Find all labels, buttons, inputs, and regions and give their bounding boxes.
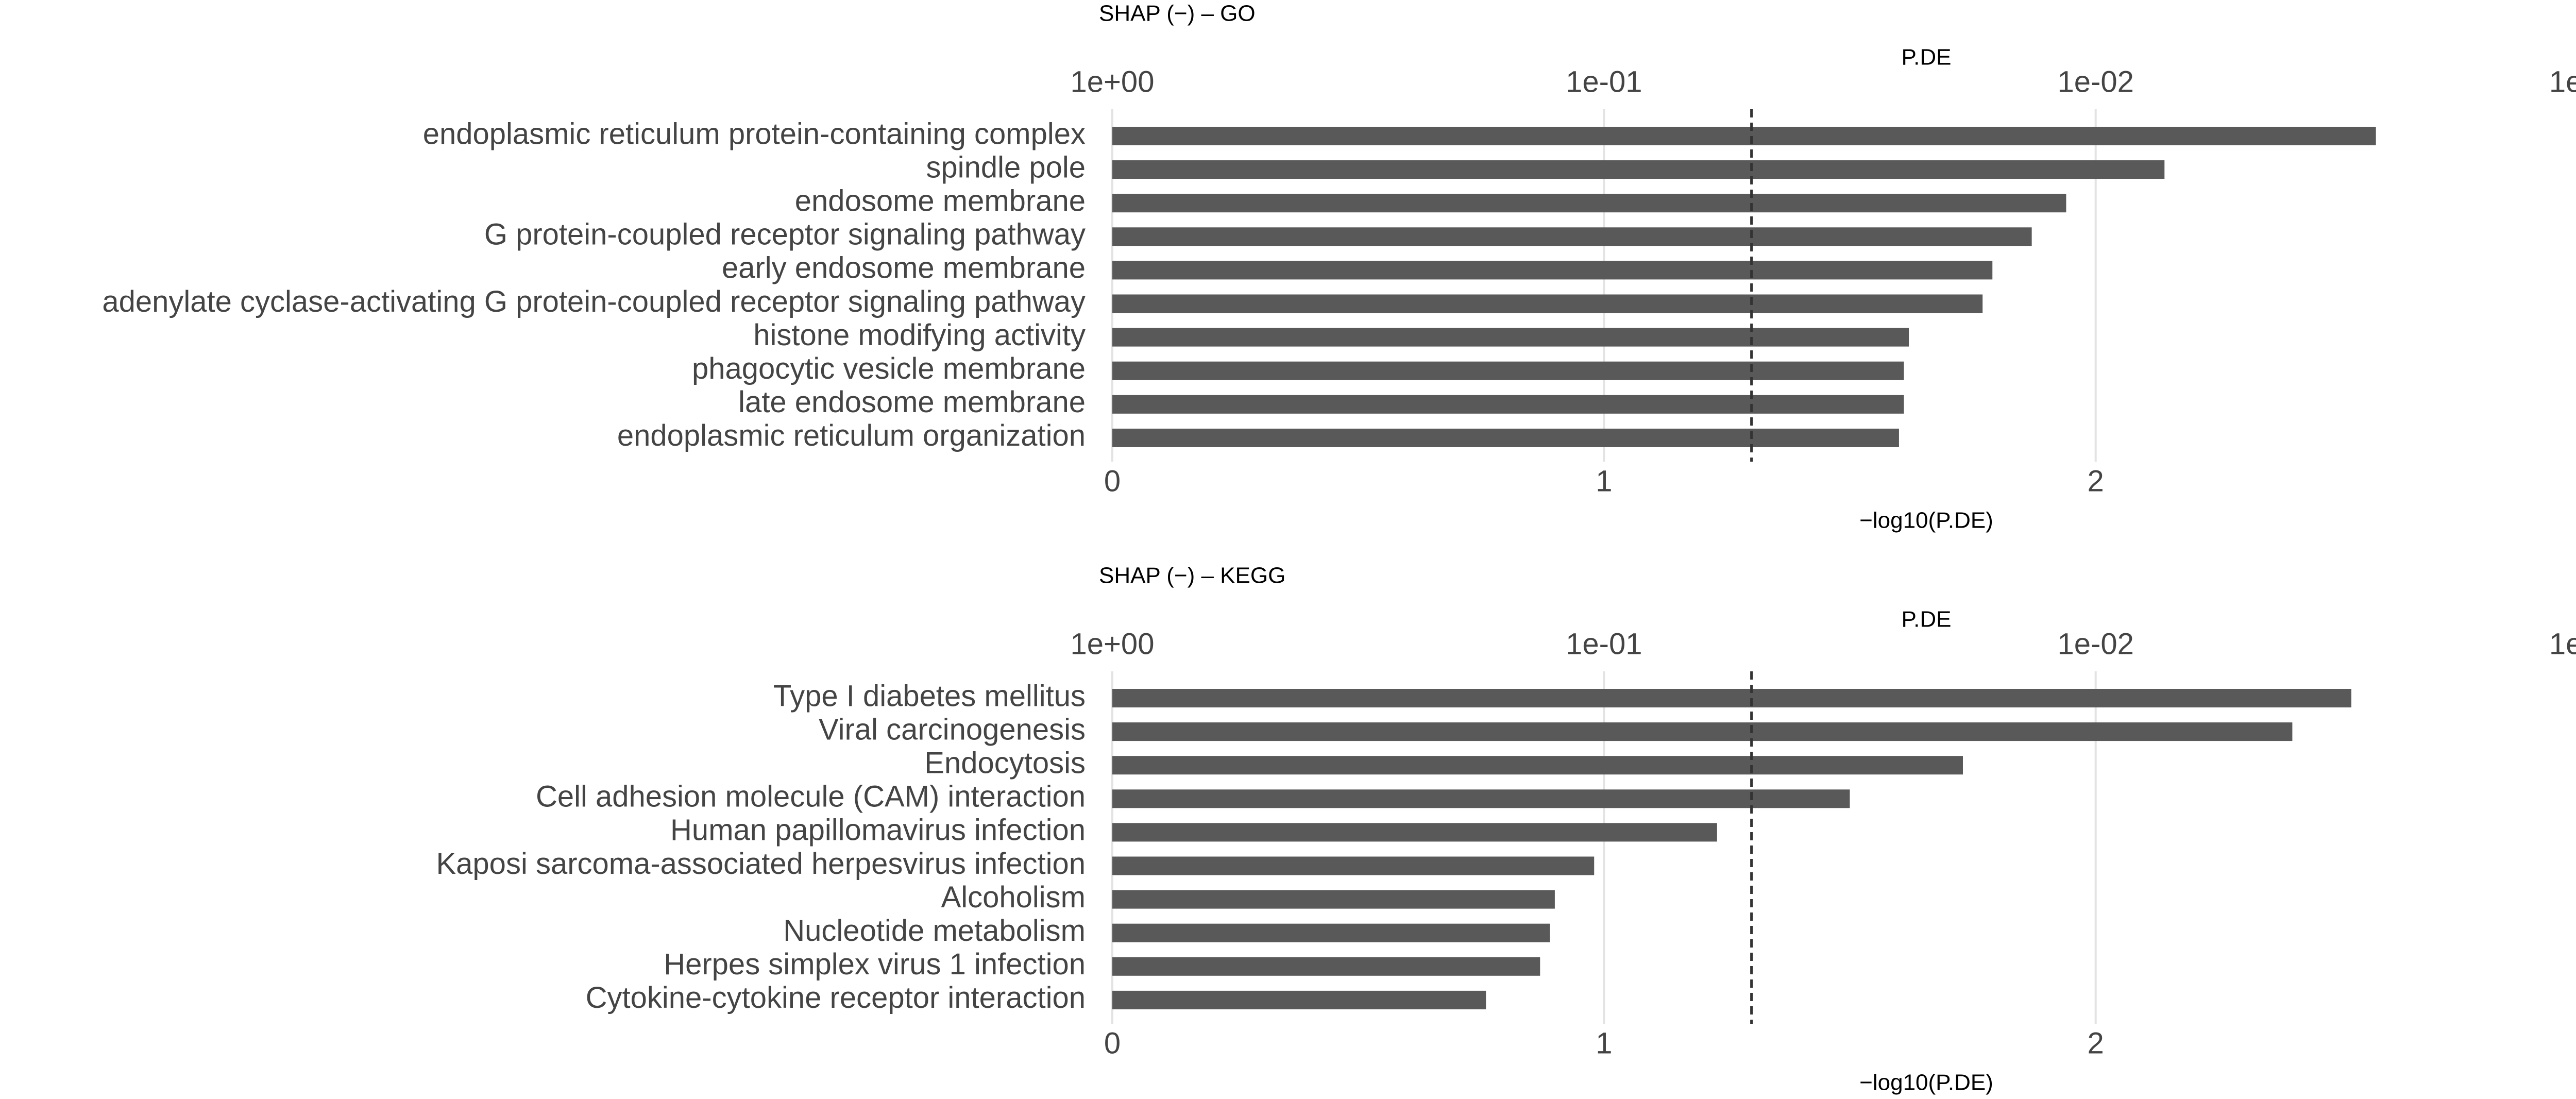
category-label: Viral carcinogenesis <box>819 713 1086 746</box>
bar <box>1112 361 1904 380</box>
x2-tick-label: 1e-01 <box>1566 65 1642 98</box>
bar <box>1112 227 2032 246</box>
bar <box>1112 428 1899 447</box>
category-label: Cytokine-cytokine receptor interaction <box>586 981 1086 1015</box>
x2-tick-label: 1e-03 <box>2549 65 2576 98</box>
x-tick-label: 2 <box>2088 464 2104 498</box>
x-axis-label: −log10(P.DE) <box>1859 1070 1993 1095</box>
category-label: G protein-coupled receptor signaling pat… <box>484 218 1086 251</box>
bar <box>1112 395 1904 414</box>
x-tick-label: 0 <box>1104 1026 1121 1060</box>
category-label: phagocytic vesicle membrane <box>692 352 1086 385</box>
category-label: Alcoholism <box>941 881 1086 914</box>
category-label: late endosome membrane <box>738 385 1086 419</box>
bar <box>1112 261 1993 280</box>
chart-title: SHAP (−) – KEGG <box>1099 563 1285 588</box>
bar <box>1112 856 1595 875</box>
x2-tick-label: 1e+00 <box>1071 65 1155 98</box>
bar <box>1112 127 2376 145</box>
bar <box>1112 923 1550 942</box>
category-label: endoplasmic reticulum organization <box>617 419 1086 452</box>
x-tick-label: 1 <box>1596 464 1612 498</box>
bar <box>1112 722 2293 741</box>
x2-axis-label: P.DE <box>1901 45 1951 70</box>
category-label: Type I diabetes mellitus <box>773 679 1086 713</box>
x2-axis-label: P.DE <box>1901 607 1951 632</box>
bar <box>1112 890 1555 909</box>
category-label: endoplasmic reticulum protein-containing… <box>423 117 1086 150</box>
category-label: Endocytosis <box>924 747 1086 780</box>
x-axis-label: −log10(P.DE) <box>1859 508 1993 533</box>
bar <box>1112 957 1540 976</box>
bar <box>1112 789 1850 808</box>
category-label: Nucleotide metabolism <box>783 914 1086 948</box>
category-label: adenylate cyclase-activating G protein-c… <box>102 285 1086 318</box>
bar <box>1112 160 2165 179</box>
category-label: early endosome membrane <box>722 251 1086 285</box>
bar <box>1112 990 1486 1009</box>
bar <box>1112 689 2351 707</box>
category-label: histone modifying activity <box>753 318 1086 352</box>
x2-tick-label: 1e+00 <box>1071 627 1155 661</box>
category-label: Human papillomavirus infection <box>670 814 1086 847</box>
x2-tick-label: 1e-02 <box>2057 65 2133 98</box>
x2-tick-label: 1e-01 <box>1566 627 1642 661</box>
bar <box>1112 294 1983 313</box>
x-tick-label: 0 <box>1104 464 1121 498</box>
bar <box>1112 823 1717 842</box>
category-label: Kaposi sarcoma-associated herpesvirus in… <box>436 847 1086 881</box>
category-label: Herpes simplex virus 1 infection <box>664 948 1086 981</box>
category-label: Cell adhesion molecule (CAM) interaction <box>536 780 1086 814</box>
chart-title: SHAP (−) – GO <box>1099 1 1256 26</box>
x-tick-label: 2 <box>2088 1026 2104 1060</box>
x-tick-label: 1 <box>1596 1026 1612 1060</box>
category-label: spindle pole <box>926 150 1086 184</box>
x2-tick-label: 1e-03 <box>2549 627 2576 661</box>
bar <box>1112 194 2066 213</box>
bar <box>1112 328 1909 347</box>
x2-tick-label: 1e-02 <box>2057 627 2133 661</box>
bar <box>1112 756 1963 775</box>
category-label: endosome membrane <box>795 184 1086 218</box>
